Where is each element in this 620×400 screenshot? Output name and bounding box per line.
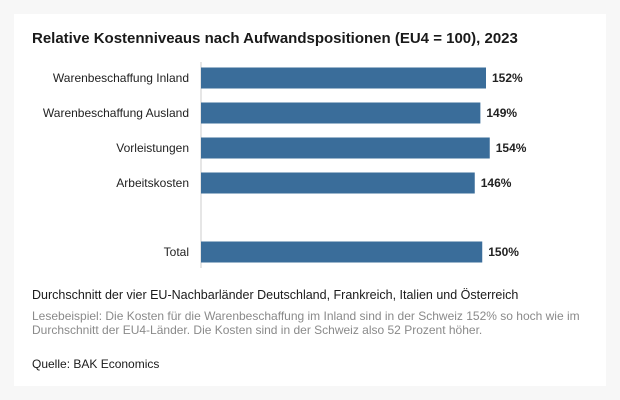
value-label: 152% [492, 71, 523, 85]
value-label: 150% [488, 245, 519, 259]
category-label: Warenbeschaffung Inland [53, 71, 189, 85]
chart-title: Relative Kostenniveaus nach Aufwandsposi… [32, 30, 518, 47]
bar [201, 137, 490, 159]
bar [201, 172, 475, 194]
value-label: 154% [496, 141, 527, 155]
category-label: Arbeitskosten [116, 176, 189, 190]
chart-subtitle: Durchschnitt der vier EU-Nachbarländer D… [32, 288, 519, 302]
value-label: 149% [486, 106, 517, 120]
reading-example-note: Lesebeispiel: Die Kosten für die Warenbe… [32, 309, 580, 337]
bar [201, 67, 486, 89]
category-label: Vorleistungen [116, 141, 189, 155]
category-label: Warenbeschaffung Ausland [43, 106, 189, 120]
value-label: 146% [481, 176, 512, 190]
category-label: Total [164, 245, 189, 259]
bar [201, 102, 481, 124]
source-note: Quelle: BAK Economics [32, 357, 160, 371]
bar [201, 241, 483, 263]
bar-chart: Warenbeschaffung Inland 152% Warenbeschaff… [43, 62, 527, 268]
